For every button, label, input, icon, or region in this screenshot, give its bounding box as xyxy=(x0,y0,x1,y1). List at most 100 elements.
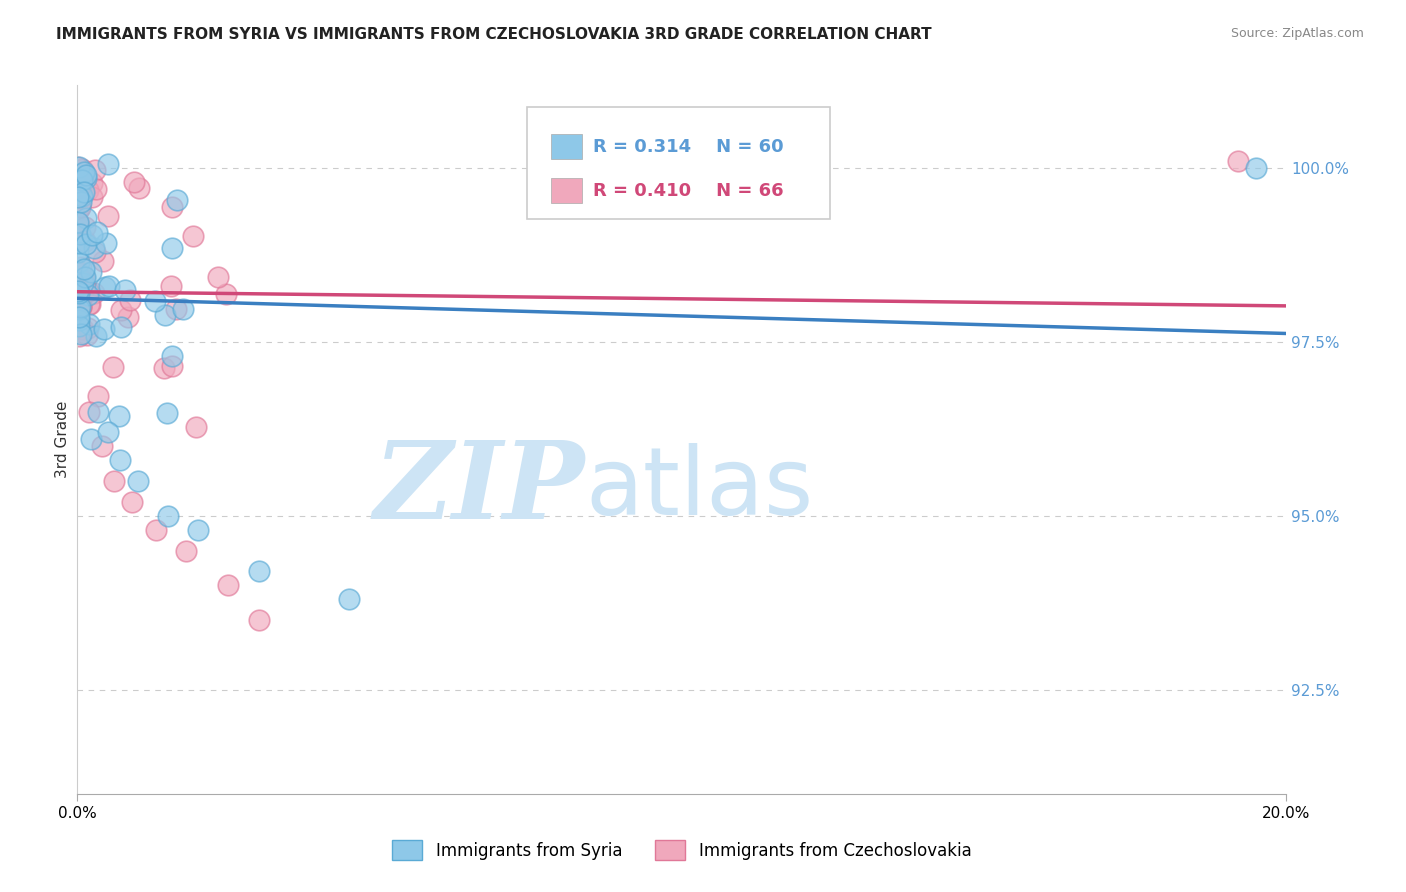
Text: ZIP: ZIP xyxy=(374,436,585,542)
Point xyxy=(72,274,94,288)
Point xyxy=(66,245,89,260)
Point xyxy=(187,523,209,537)
Point xyxy=(75,270,97,285)
Point xyxy=(77,321,100,335)
Point xyxy=(72,176,94,190)
Point xyxy=(145,523,167,537)
Point xyxy=(96,425,118,440)
Point xyxy=(121,495,143,509)
Point xyxy=(69,194,91,209)
Point xyxy=(73,219,96,234)
Point xyxy=(70,189,93,203)
Point xyxy=(69,329,91,343)
Point xyxy=(66,215,89,229)
Point xyxy=(172,301,194,316)
Point xyxy=(90,439,112,453)
Point xyxy=(174,543,197,558)
Point xyxy=(97,209,120,223)
Y-axis label: 3rd Grade: 3rd Grade xyxy=(55,401,70,478)
Text: IMMIGRANTS FROM SYRIA VS IMMIGRANTS FROM CZECHOSLOVAKIA 3RD GRADE CORRELATION CH: IMMIGRANTS FROM SYRIA VS IMMIGRANTS FROM… xyxy=(56,27,932,42)
Point xyxy=(69,260,91,275)
Point xyxy=(77,318,100,332)
Point xyxy=(69,275,91,289)
Point xyxy=(160,359,183,374)
Point xyxy=(114,283,136,297)
Point xyxy=(83,286,105,301)
Point xyxy=(66,190,89,204)
Point xyxy=(79,432,101,446)
Point xyxy=(77,183,100,197)
Point xyxy=(218,578,240,592)
Point xyxy=(127,474,149,488)
Point xyxy=(80,227,103,242)
Point xyxy=(83,245,105,260)
Point xyxy=(67,318,90,333)
Point xyxy=(67,310,90,324)
Legend: Immigrants from Syria, Immigrants from Czechoslovakia: Immigrants from Syria, Immigrants from C… xyxy=(385,833,979,867)
Point xyxy=(80,190,103,204)
Point xyxy=(96,236,118,251)
Point xyxy=(66,262,89,277)
Point xyxy=(87,404,110,418)
Point xyxy=(67,313,90,327)
Point xyxy=(73,185,96,199)
Text: atlas: atlas xyxy=(585,443,814,535)
Point xyxy=(67,255,90,269)
Point xyxy=(160,200,183,214)
Point xyxy=(66,265,89,279)
Point xyxy=(67,179,90,194)
Point xyxy=(73,234,96,248)
Point xyxy=(70,326,93,341)
Point xyxy=(70,161,93,176)
Point xyxy=(76,328,98,343)
Point xyxy=(75,170,97,185)
Point xyxy=(69,199,91,213)
Point xyxy=(69,227,91,241)
Point xyxy=(66,215,89,229)
Point xyxy=(66,160,89,174)
Point xyxy=(91,254,114,268)
Point xyxy=(69,297,91,311)
Point xyxy=(70,300,93,314)
Point xyxy=(117,310,139,324)
Point xyxy=(77,288,100,302)
Point xyxy=(69,236,91,251)
Point xyxy=(98,278,121,293)
Point xyxy=(67,285,90,300)
Point xyxy=(79,297,101,311)
Point xyxy=(69,300,91,314)
Text: Source: ZipAtlas.com: Source: ZipAtlas.com xyxy=(1230,27,1364,40)
Point xyxy=(67,301,90,316)
Point xyxy=(128,181,150,195)
Point xyxy=(247,613,270,627)
Point xyxy=(72,276,94,290)
Point xyxy=(165,302,187,317)
Point xyxy=(70,178,93,193)
Point xyxy=(160,241,183,255)
Point xyxy=(118,293,141,307)
Point xyxy=(73,262,96,277)
Point xyxy=(67,160,90,174)
Point xyxy=(75,236,97,251)
Point xyxy=(214,286,236,301)
Point xyxy=(77,284,100,298)
Point xyxy=(66,216,89,230)
Point xyxy=(67,219,90,234)
Point xyxy=(79,404,101,418)
Point xyxy=(157,508,180,523)
Point xyxy=(101,360,124,375)
Point xyxy=(70,299,93,313)
Point xyxy=(247,565,270,579)
Point xyxy=(97,156,120,170)
Point xyxy=(108,409,131,424)
Point xyxy=(153,308,176,322)
Point xyxy=(73,270,96,285)
Text: R = 0.410    N = 66: R = 0.410 N = 66 xyxy=(593,182,785,200)
Point xyxy=(152,360,174,375)
Point xyxy=(110,320,132,334)
Point xyxy=(93,321,115,335)
Point xyxy=(83,162,105,177)
Point xyxy=(110,302,132,317)
Point xyxy=(69,200,91,214)
Point xyxy=(83,241,105,255)
